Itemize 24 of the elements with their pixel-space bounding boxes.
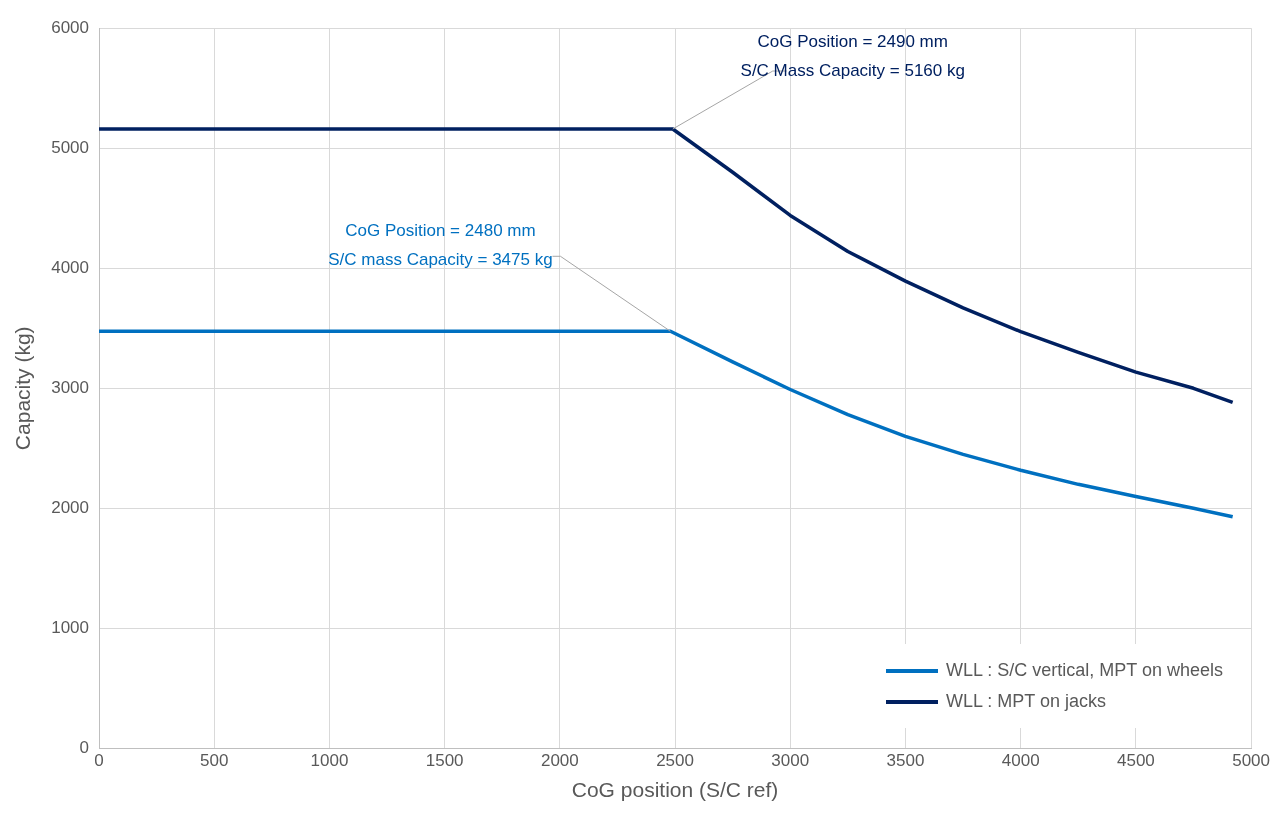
annotation: CoG Position = 2490 mm S/C Mass Capacity = 5160 kg bbox=[740, 32, 965, 81]
x-axis-title: CoG position (S/C ref) bbox=[571, 778, 779, 802]
x-tick-label: 500 bbox=[200, 751, 229, 771]
x-tick-label: 1000 bbox=[310, 751, 349, 771]
y-tick-label: 6000 bbox=[51, 17, 90, 37]
x-tick-label: 2500 bbox=[656, 751, 694, 771]
legend-label: WLL : MPT on jacks bbox=[945, 691, 1106, 712]
x-tick-label: 3500 bbox=[886, 751, 925, 771]
x-tick-label: 0 bbox=[94, 751, 104, 771]
y-tick-label: 0 bbox=[79, 738, 90, 758]
legend-label: WLL : S/C vertical, MPT on wheels bbox=[945, 660, 1223, 681]
annotation: CoG Position = 2480 mm S/C mass Capacity = 3475 kg bbox=[328, 221, 553, 270]
x-tick-label: 1500 bbox=[425, 751, 464, 771]
x-tick-label: 5000 bbox=[1232, 751, 1270, 771]
y-tick-label: 1000 bbox=[51, 618, 90, 638]
x-tick-label: 2000 bbox=[540, 751, 579, 771]
x-tick-label: 3000 bbox=[771, 751, 810, 771]
x-tick-label: 4000 bbox=[1001, 751, 1040, 771]
x-tick-label: 4500 bbox=[1116, 751, 1155, 771]
y-axis-title: Capacity (kg) bbox=[11, 326, 35, 451]
y-tick-label: 4000 bbox=[51, 257, 90, 277]
y-tick-label: 5000 bbox=[51, 137, 90, 157]
y-tick-label: 2000 bbox=[51, 498, 90, 518]
y-tick-label: 3000 bbox=[51, 377, 90, 397]
